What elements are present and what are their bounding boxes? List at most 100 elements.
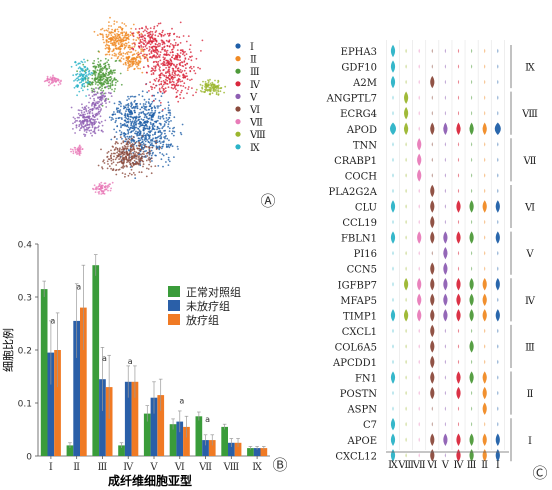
umap-point	[108, 21, 110, 23]
umap-point	[87, 73, 90, 76]
umap-point	[155, 140, 157, 142]
umap-point	[106, 186, 109, 189]
umap-point	[113, 71, 116, 74]
violin-shape	[469, 309, 474, 322]
umap-point	[150, 154, 153, 157]
umap-point	[145, 44, 148, 46]
umap-point	[93, 94, 96, 96]
violin-shape	[390, 200, 396, 213]
violin-shape	[471, 111, 473, 116]
umap-point	[121, 155, 124, 157]
umap-point	[152, 113, 155, 116]
umap-point	[127, 57, 130, 59]
umap-point	[55, 81, 57, 83]
umap-point	[169, 43, 172, 45]
bar	[150, 397, 158, 456]
umap-point	[122, 162, 124, 165]
umap-point	[77, 75, 80, 78]
bar	[247, 448, 254, 456]
umap-point	[152, 134, 154, 136]
umap-point	[142, 103, 145, 105]
umap-point	[183, 60, 186, 62]
umap-point	[112, 118, 114, 120]
umap-point	[103, 193, 106, 195]
umap-point	[134, 141, 137, 144]
legend-dot	[235, 93, 241, 99]
violin-shape	[405, 359, 407, 365]
violin-shape	[390, 75, 396, 89]
umap-point	[146, 132, 149, 135]
gene-label: ANGPTL7	[326, 94, 377, 105]
umap-point	[74, 117, 76, 120]
umap-point	[160, 95, 163, 98]
umap-point	[86, 122, 88, 124]
violin-shape	[418, 64, 420, 69]
umap-point	[81, 83, 84, 86]
violin-shape	[444, 142, 446, 147]
umap-point	[89, 84, 92, 86]
umap-point	[133, 67, 136, 70]
significance-label: a	[128, 357, 133, 366]
violin-shape	[430, 371, 435, 384]
violin-shape	[405, 422, 407, 427]
umap-point	[84, 106, 86, 109]
umap-point	[144, 53, 146, 56]
violin-shape	[392, 111, 394, 116]
umap-point	[141, 135, 144, 137]
umap-point	[162, 117, 165, 120]
bar	[208, 440, 216, 456]
umap-point	[153, 86, 156, 89]
umap-point	[96, 92, 99, 95]
umap-point	[105, 82, 108, 85]
umap-point	[149, 27, 152, 29]
umap-point	[188, 48, 191, 51]
umap-point	[127, 130, 130, 132]
violin-shape	[457, 95, 460, 100]
umap-point	[142, 148, 145, 151]
umap-point	[78, 81, 81, 84]
umap-point	[133, 150, 136, 153]
umap-point	[102, 192, 105, 194]
umap-point	[118, 158, 120, 161]
umap-point	[139, 159, 142, 161]
umap-point	[136, 162, 139, 165]
umap-point	[127, 126, 130, 129]
umap-point	[167, 118, 170, 121]
umap-point	[107, 44, 109, 47]
umap-point	[105, 188, 108, 191]
umap-point	[113, 136, 116, 139]
umap-point	[149, 81, 152, 84]
violin-shape	[392, 297, 394, 302]
umap-point	[75, 73, 77, 76]
umap-point	[148, 152, 151, 155]
umap-point	[123, 153, 126, 156]
umap-point	[128, 141, 131, 144]
umap-point	[161, 132, 163, 134]
umap-point	[115, 36, 118, 39]
umap-point	[215, 93, 218, 96]
umap-point	[106, 160, 109, 163]
violin-shape	[390, 231, 396, 244]
umap-point	[117, 46, 120, 49]
umap-point	[147, 117, 149, 120]
umap-point	[128, 157, 130, 159]
umap-point	[145, 115, 148, 118]
legend-swatch	[168, 314, 180, 325]
umap-point	[135, 58, 138, 61]
gene-label: ASPN	[346, 405, 377, 416]
umap-point	[139, 130, 142, 133]
violin-shape	[471, 406, 473, 411]
umap-point	[113, 90, 116, 93]
umap-point	[178, 56, 181, 59]
umap-point	[113, 128, 115, 131]
umap-point	[87, 77, 89, 80]
umap-point	[77, 63, 79, 65]
umap-point	[94, 191, 97, 194]
violin-shape	[443, 122, 448, 135]
umap-point	[99, 65, 102, 68]
violin-shape	[457, 111, 460, 116]
umap-point	[87, 70, 90, 73]
umap-point	[163, 130, 165, 132]
umap-point	[141, 155, 144, 158]
umap-point	[139, 39, 142, 41]
